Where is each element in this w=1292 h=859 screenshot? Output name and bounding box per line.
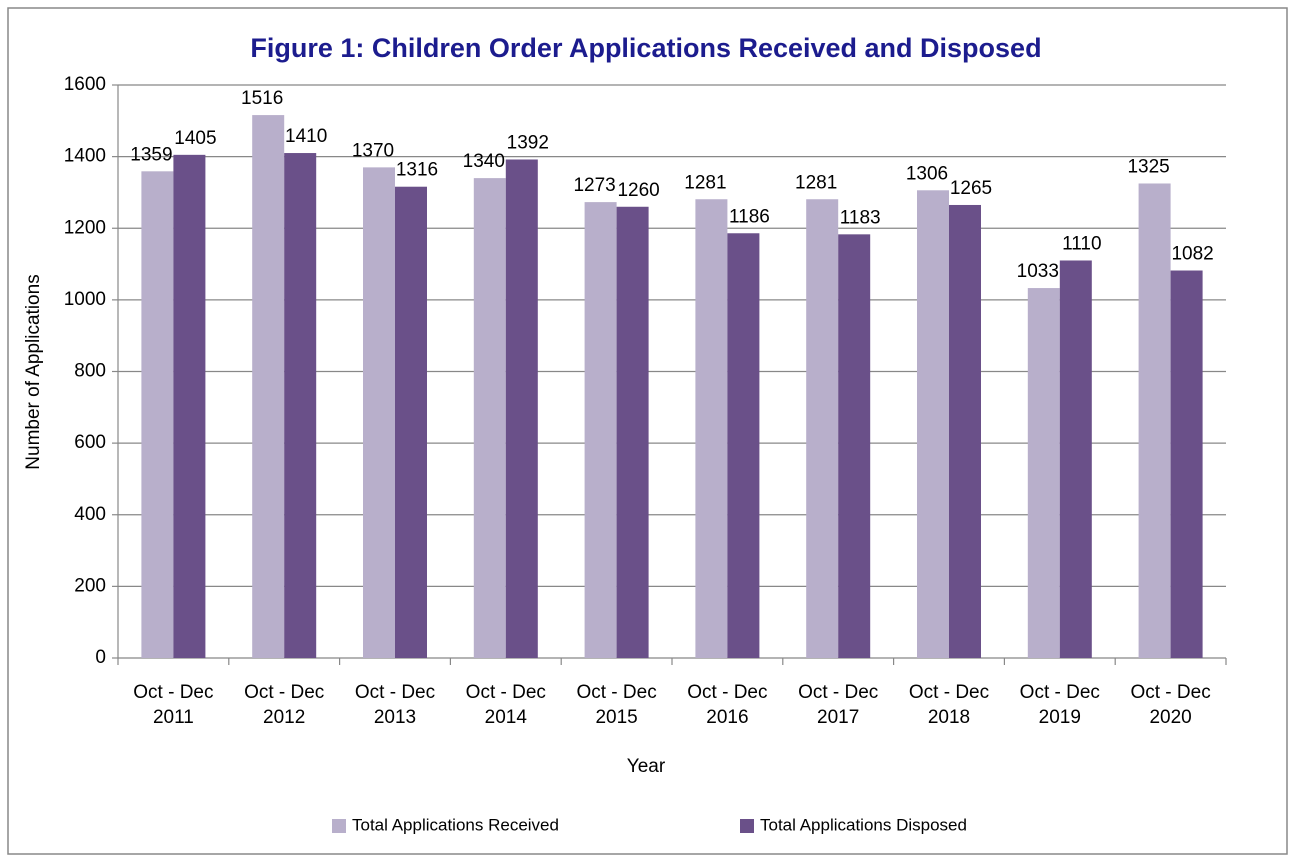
bar — [838, 234, 871, 658]
bar — [284, 153, 317, 658]
x-tick-label: Oct - Dec 2013 — [354, 682, 436, 728]
legend-label: Total Applications Disposed — [760, 815, 967, 834]
data-label: 1370 — [352, 140, 394, 161]
data-label: 1265 — [950, 178, 992, 199]
x-tick-label: Oct - Dec 2016 — [687, 682, 768, 728]
legend-label: Total Applications Received — [352, 815, 559, 834]
bar — [1170, 270, 1203, 658]
data-label: 1281 — [795, 172, 837, 193]
x-tick-label: Oct - Dec 2017 — [798, 682, 879, 728]
x-tick-label: Oct - Dec 2011 — [133, 682, 214, 728]
data-label: 1273 — [573, 175, 615, 196]
bar — [1027, 288, 1060, 658]
bar — [584, 202, 617, 658]
data-label: 1516 — [241, 88, 283, 109]
bar — [141, 171, 174, 659]
data-label: 1325 — [1127, 157, 1169, 178]
y-tick-label: 600 — [74, 432, 106, 453]
data-label: 1033 — [1017, 261, 1059, 282]
legend-swatch — [332, 819, 346, 833]
bar — [173, 154, 206, 658]
data-label: 1316 — [396, 160, 438, 181]
y-tick-label: 200 — [74, 575, 106, 596]
bar — [473, 178, 506, 659]
x-axis-label: Year — [627, 756, 666, 777]
data-label: 1340 — [463, 151, 505, 172]
bar — [727, 233, 760, 659]
y-axis-label: Number of Applications — [23, 274, 44, 469]
data-label: 1281 — [684, 172, 726, 193]
data-label: 1186 — [729, 206, 770, 227]
bar — [1059, 260, 1092, 658]
chart-title: Figure 1: Children Order Applications Re… — [250, 33, 1041, 63]
data-label: 1260 — [617, 180, 659, 201]
y-tick-label: 1000 — [64, 289, 106, 310]
y-tick-label: 400 — [74, 504, 106, 525]
y-tick-label: 800 — [74, 361, 106, 382]
data-label: 1183 — [840, 207, 881, 228]
bar — [395, 186, 427, 658]
data-label: 1110 — [1062, 233, 1101, 254]
y-tick-label: 1200 — [64, 217, 106, 238]
bar — [363, 167, 395, 658]
bar — [949, 204, 981, 659]
data-label: 1082 — [1171, 244, 1213, 265]
x-tick-label: Oct - Dec 2015 — [576, 682, 657, 728]
x-tick-label: Oct - Dec 2012 — [244, 682, 325, 728]
y-tick-label: 0 — [95, 647, 106, 668]
data-label: 1392 — [507, 133, 549, 154]
data-label: 1405 — [174, 128, 216, 149]
data-label: 1359 — [130, 144, 172, 165]
data-label: 1306 — [906, 163, 948, 184]
bar — [806, 199, 839, 658]
bar — [695, 199, 728, 658]
y-tick-label: 1400 — [64, 146, 106, 167]
legend-swatch — [740, 819, 754, 833]
bar — [1138, 183, 1171, 658]
data-label: 1410 — [285, 126, 327, 147]
x-tick-label: Oct - Dec 2014 — [465, 682, 546, 728]
y-tick-label: 1600 — [64, 74, 106, 95]
x-tick-label: Oct - Dec 2019 — [1019, 682, 1100, 728]
bar — [252, 115, 285, 658]
x-tick-label: Oct - Dec 2020 — [1130, 682, 1211, 728]
bar — [917, 190, 949, 658]
bar — [616, 206, 649, 658]
x-tick-label: Oct - Dec 2018 — [908, 682, 990, 728]
bar — [505, 159, 538, 659]
